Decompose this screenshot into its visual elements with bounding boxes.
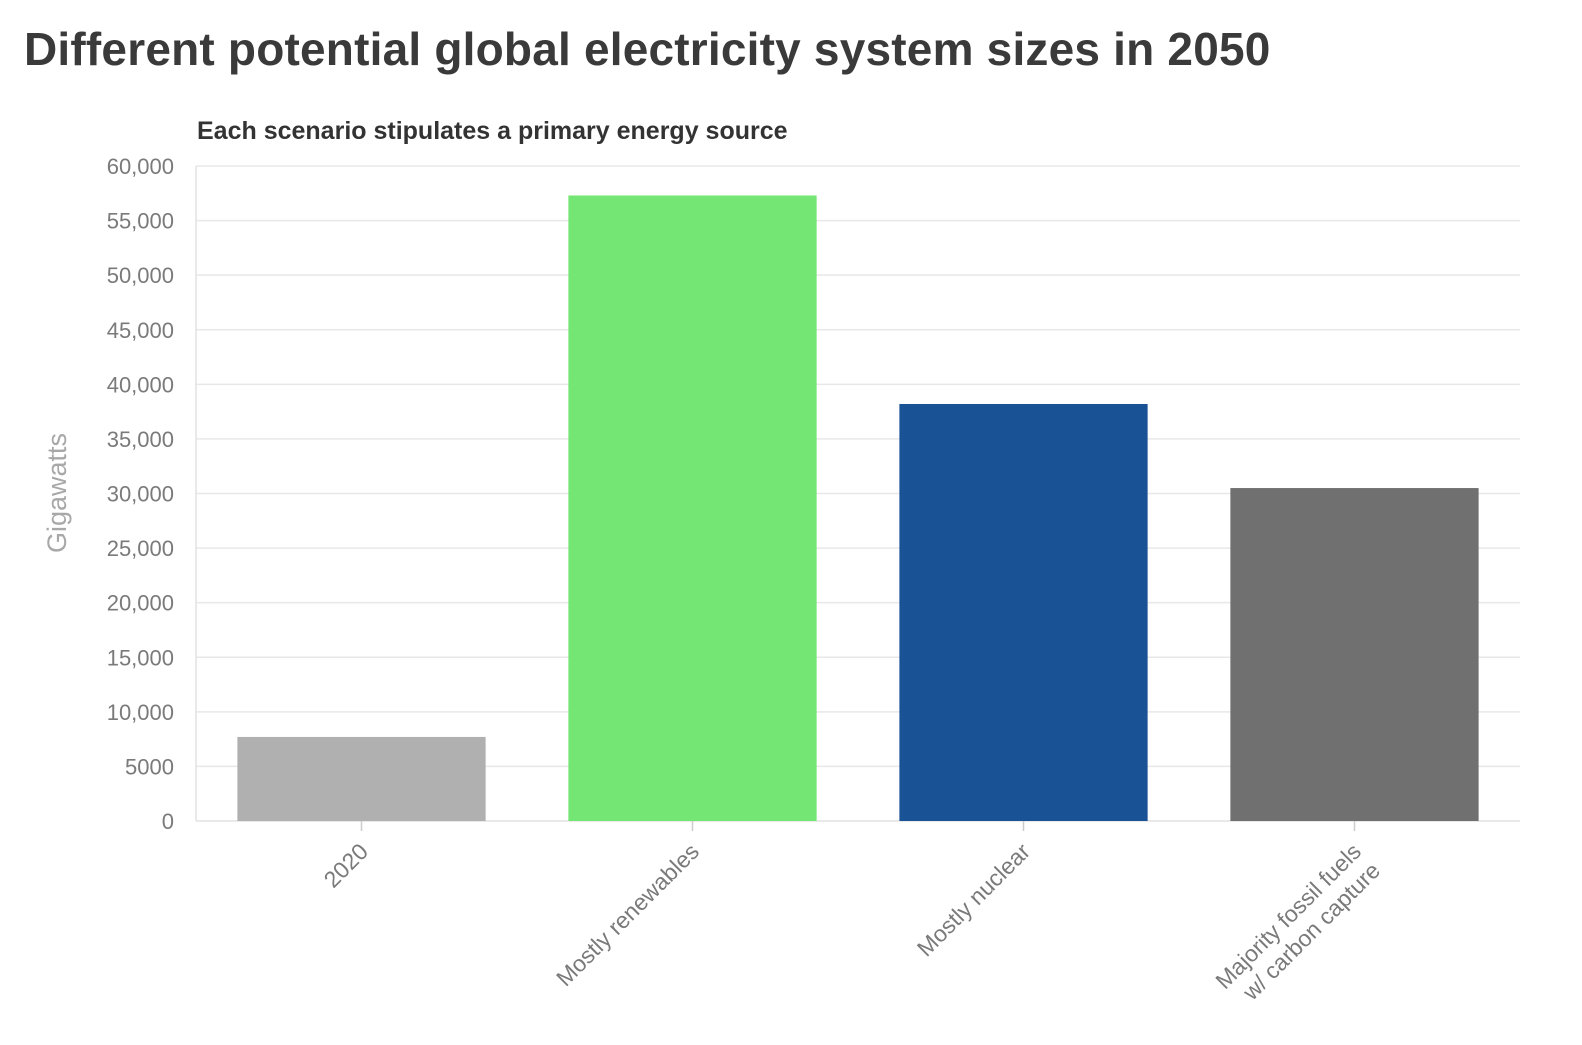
svg-text:Mostly nuclear: Mostly nuclear <box>912 838 1035 961</box>
y-tick-label: 10,000 <box>107 700 174 725</box>
y-tick-label: 15,000 <box>107 645 174 670</box>
y-tick-label: 0 <box>162 809 174 834</box>
y-tick-label: 30,000 <box>107 482 174 507</box>
bar-mostly-renewables[interactable] <box>568 195 816 821</box>
bar-2020[interactable] <box>237 737 485 821</box>
svg-text:Mostly renewables: Mostly renewables <box>551 838 704 991</box>
y-axis-ticks: 0 5000 10,000 15,000 20,000 25,000 30,000 35,00… <box>107 154 174 834</box>
y-tick-label: 50,000 <box>107 263 174 288</box>
bar-majority-fossil-fuels[interactable] <box>1230 488 1478 821</box>
x-tick-label: Mostly renewables <box>551 838 704 991</box>
y-tick-label: 35,000 <box>107 427 174 452</box>
y-tick-label: 25,000 <box>107 536 174 561</box>
y-tick-label: 60,000 <box>107 154 174 179</box>
chart-subtitle: Each scenario stipulates a primary energ… <box>197 117 788 145</box>
x-tick-label: 2020 <box>318 838 373 893</box>
bar-mostly-nuclear[interactable] <box>899 404 1147 821</box>
y-tick-label: 5000 <box>125 754 174 779</box>
y-tick-label: 20,000 <box>107 591 174 616</box>
x-tick-label: Majority fossil fuelsw/ carbon capture <box>1210 838 1385 1013</box>
svg-text:Majority fossil fuelsw/ carbon: Majority fossil fuelsw/ carbon capture <box>1210 838 1385 1013</box>
bars <box>237 195 1478 821</box>
y-tick-label: 40,000 <box>107 372 174 397</box>
x-axis-ticks: 2020 Mostly renewables Mostly nuclear Major… <box>318 821 1385 1013</box>
x-tick-label: Mostly nuclear <box>912 838 1035 961</box>
y-tick-label: 45,000 <box>107 318 174 343</box>
y-axis-label: Gigawatts <box>42 433 72 553</box>
y-tick-label: 55,000 <box>107 209 174 234</box>
svg-text:2020: 2020 <box>318 838 373 893</box>
